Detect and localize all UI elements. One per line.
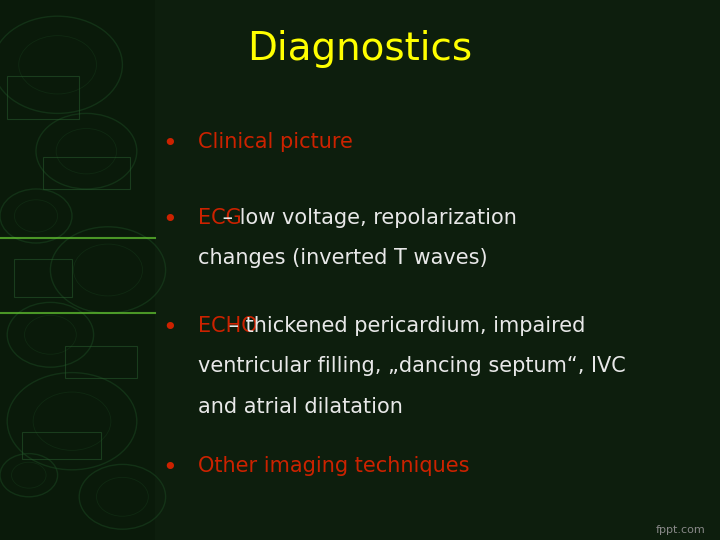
- Text: •: •: [162, 208, 176, 232]
- Text: •: •: [162, 316, 176, 340]
- Text: – low voltage, repolarization: – low voltage, repolarization: [216, 208, 517, 228]
- Text: •: •: [162, 132, 176, 156]
- Text: – thickened pericardium, impaired: – thickened pericardium, impaired: [222, 316, 585, 336]
- Text: changes (inverted T waves): changes (inverted T waves): [198, 248, 487, 268]
- Text: Diagnostics: Diagnostics: [248, 30, 472, 68]
- Text: ECHO: ECHO: [198, 316, 258, 336]
- Text: and atrial dilatation: and atrial dilatation: [198, 397, 403, 417]
- Text: fppt.com: fppt.com: [656, 524, 706, 535]
- FancyBboxPatch shape: [0, 0, 155, 540]
- Text: ECG: ECG: [198, 208, 242, 228]
- Text: •: •: [162, 456, 176, 480]
- Text: Clinical picture: Clinical picture: [198, 132, 353, 152]
- Text: Other imaging techniques: Other imaging techniques: [198, 456, 469, 476]
- Text: ventricular filling, „dancing septum“, IVC: ventricular filling, „dancing septum“, I…: [198, 356, 626, 376]
